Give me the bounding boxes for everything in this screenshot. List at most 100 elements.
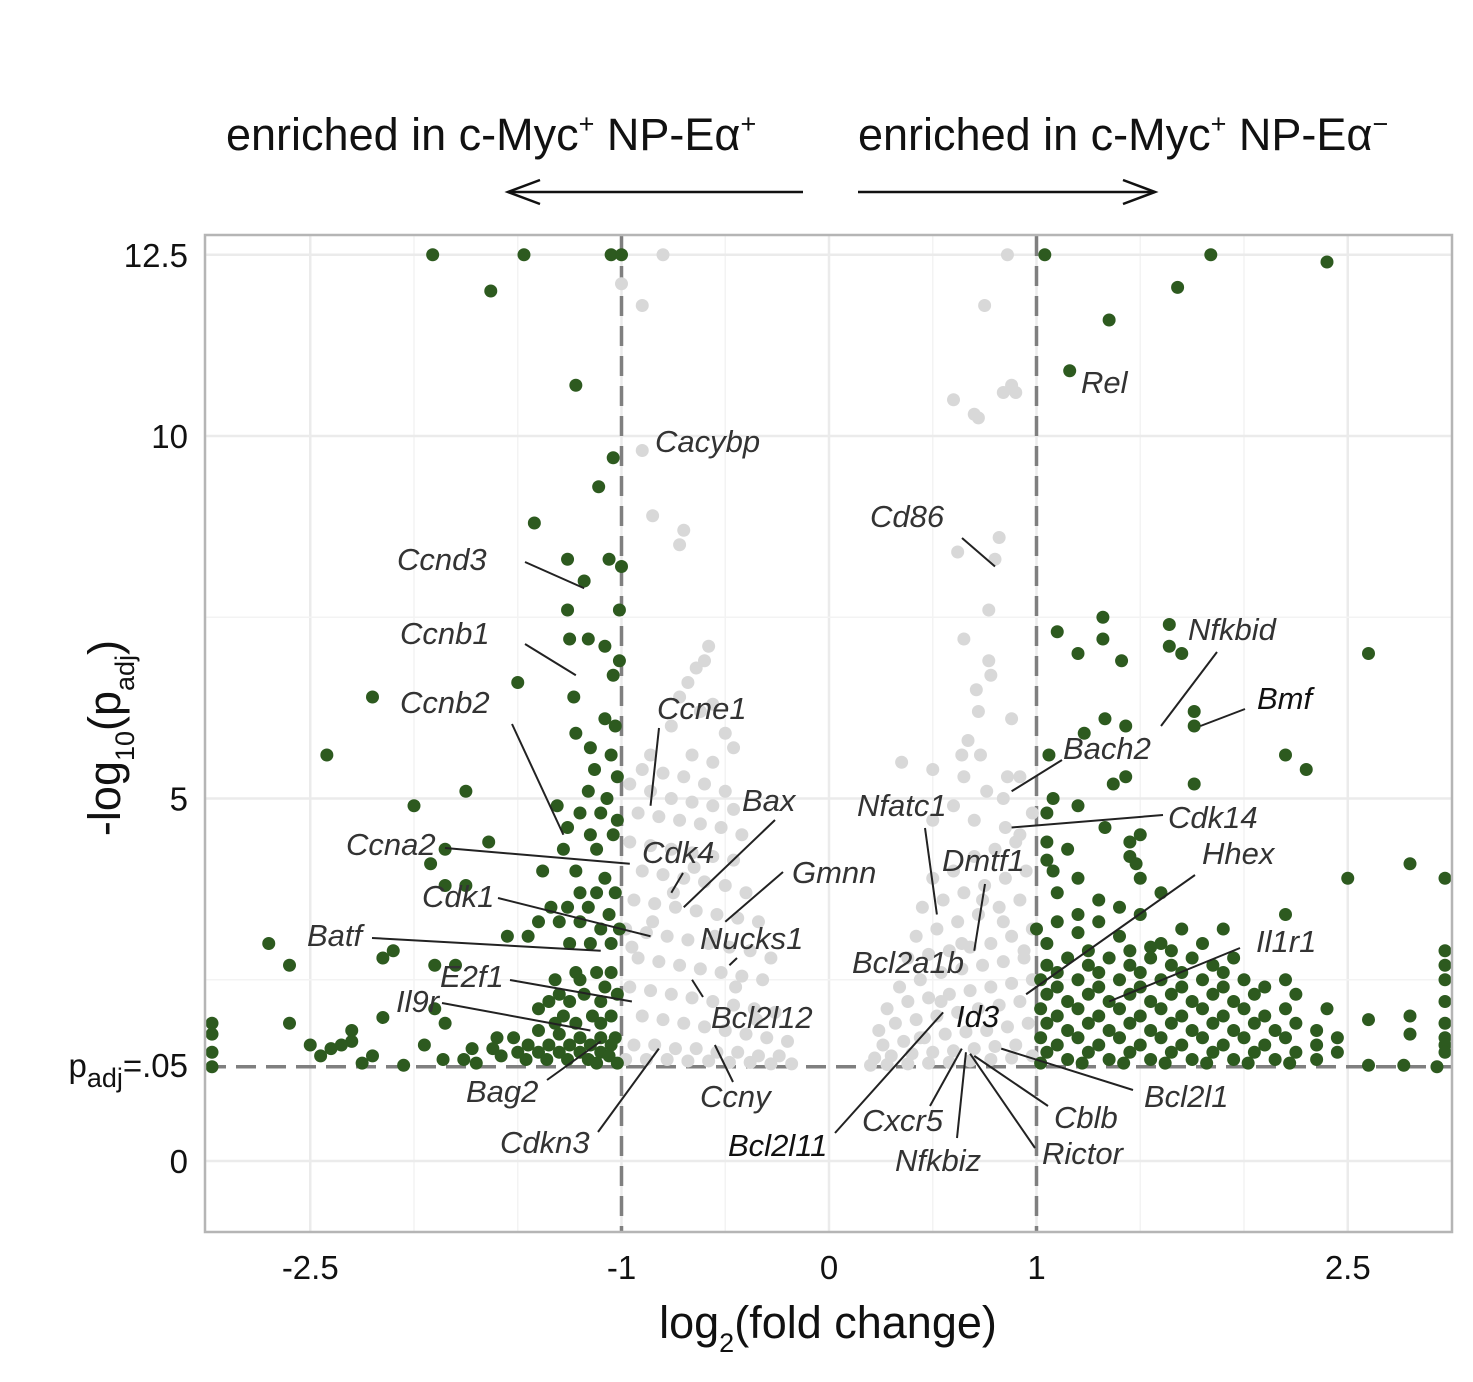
nonsignificant-gene-point [677,770,691,784]
gene-label: Bcl2l1 [1144,1079,1228,1114]
y-tick-label: 10 [151,418,188,455]
significant-gene-point [604,937,618,950]
nonsignificant-gene-point [664,987,678,1001]
nonsignificant-gene-point [930,1009,944,1023]
significant-gene-point [1289,1045,1303,1059]
nonsignificant-gene-point [922,1056,936,1070]
nonsignificant-gene-point [959,1025,973,1039]
significant-gene-point [1175,1038,1189,1052]
significant-gene-point [1341,871,1355,885]
nonsignificant-gene-point [955,748,969,762]
significant-gene-point [1081,1045,1095,1059]
significant-gene-point [1200,1056,1214,1070]
significant-gene-point [1123,958,1137,972]
nonsignificant-gene-point [677,1016,691,1030]
significant-gene-point [1196,937,1209,950]
significant-gene-point [556,842,570,856]
y-axis-title: -log10(padj) [79,640,140,836]
significant-gene-point [1081,987,1095,1001]
nonsignificant-gene-point [922,991,936,1005]
leader-line [497,897,651,938]
significant-gene-point [1102,1053,1116,1066]
significant-gene-point [1185,995,1199,1008]
nonsignificant-gene-point [687,860,701,874]
significant-gene-point [1144,940,1158,954]
significant-gene-point [1133,1038,1147,1052]
significant-gene-point [610,1056,624,1070]
nonsignificant-gene-point [698,777,711,791]
significant-gene-point [1185,1053,1199,1066]
significant-gene-point [1430,1060,1444,1074]
gene-label: Rel [1081,365,1129,400]
significant-gene-point [1077,726,1091,740]
significant-gene-point [1144,1024,1158,1037]
significant-gene-point [205,1045,219,1059]
significant-gene-point [1154,886,1168,900]
nonsignificant-gene-point [768,1005,782,1019]
gene-label: Bax [742,783,797,818]
significant-gene-point [424,857,438,871]
significant-gene-point [366,1049,379,1063]
nonsignificant-gene-point [702,1054,716,1068]
significant-gene-point [1154,1002,1168,1016]
nonsignificant-gene-point [615,277,628,291]
significant-gene-point [1362,647,1375,660]
significant-gene-point [1438,871,1452,885]
significant-gene-point [1185,1024,1199,1037]
significant-gene-point [1061,842,1075,856]
leader-line [973,1055,1049,1107]
significant-gene-point [563,937,577,950]
leader-line [1011,759,1063,793]
gene-label: Ccnd3 [397,542,487,577]
significant-gene-point [1071,1002,1085,1016]
significant-gene-point [569,864,583,878]
nonsignificant-gene-point [1005,976,1019,990]
significant-gene-point [1164,1045,1178,1059]
y-tick-label: 0 [170,1143,188,1180]
significant-gene-point [1081,958,1095,972]
nonsignificant-gene-point [681,1054,695,1068]
significant-gene-point [1098,712,1112,726]
significant-gene-point [1040,1045,1054,1059]
gene-label: Cdk1 [422,879,494,914]
significant-gene-point [1113,900,1126,914]
significant-gene-point [1050,980,1064,994]
nonsignificant-gene-point [1005,1051,1019,1065]
significant-gene-point [376,1010,390,1024]
nonsignificant-gene-point [951,1005,965,1019]
nonsignificant-gene-point [936,893,950,907]
significant-gene-point [1279,973,1292,987]
gene-label: Ccnb2 [400,685,490,720]
nonsignificant-gene-point [644,984,658,998]
nonsignificant-gene-point [961,734,975,747]
nonsignificant-gene-point [926,1045,940,1059]
significant-gene-point [1164,987,1178,1001]
nonsignificant-gene-point [749,1013,763,1027]
significant-gene-point [1237,973,1251,987]
gene-label: Dmtf1 [942,843,1025,878]
significant-gene-point [1258,980,1272,994]
significant-gene-point [594,1031,608,1045]
significant-gene-point [1310,1038,1324,1052]
significant-gene-point [1071,926,1085,940]
significant-gene-point [1206,1016,1220,1030]
nonsignificant-gene-point [913,973,927,987]
significant-gene-point [1040,853,1054,867]
significant-gene-point [1196,1031,1209,1045]
significant-gene-point [320,748,334,762]
significant-gene-point [205,1060,219,1074]
significant-gene-point [1268,1053,1282,1066]
significant-gene-point [1187,777,1201,791]
leader-line [371,937,601,952]
leader-line [969,1053,1036,1149]
significant-gene-point [1133,1009,1147,1023]
significant-gene-point [1397,1058,1411,1072]
significant-gene-point [1040,987,1054,1001]
significant-gene-point [1241,1056,1255,1070]
significant-gene-point [1227,1024,1241,1037]
nonsignificant-gene-point [982,654,996,668]
significant-gene-point [615,248,628,262]
nonsignificant-gene-point [1000,1020,1014,1034]
gene-label: E2f1 [440,959,504,994]
significant-gene-point [438,1016,452,1030]
